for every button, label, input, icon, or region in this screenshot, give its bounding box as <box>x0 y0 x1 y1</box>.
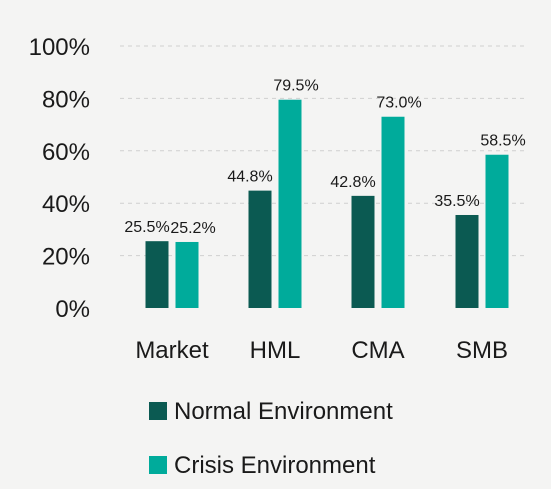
bar <box>175 241 199 308</box>
data-label: 44.8% <box>227 169 272 186</box>
y-tick-label: 0% <box>55 296 90 323</box>
x-category-label: Market <box>135 337 209 364</box>
legend-label-crisis: Crisis Environment <box>174 452 376 479</box>
data-labels: 25.5% 25.2% 44.8% 79.5% 42.8% 73.0% 35.5% 58.5% <box>124 78 525 237</box>
y-tick-label: 80% <box>42 86 90 113</box>
legend-swatch-crisis <box>149 456 167 474</box>
x-category-label: HML <box>250 337 301 364</box>
data-label: 42.8% <box>330 174 375 191</box>
legend-item-normal: Normal Environment <box>149 398 393 425</box>
data-label: 25.2% <box>170 220 215 237</box>
bar <box>351 195 375 308</box>
bar <box>455 214 479 308</box>
legend: Normal Environment Crisis Environment <box>149 398 393 479</box>
x-category-label: CMA <box>351 337 404 364</box>
bar <box>278 99 302 309</box>
data-label: 35.5% <box>434 193 479 210</box>
legend-label-normal: Normal Environment <box>174 398 393 425</box>
data-label: 58.5% <box>480 133 525 150</box>
bar <box>145 241 169 308</box>
y-tick-label: 60% <box>42 139 90 166</box>
x-category-label: SMB <box>456 337 508 364</box>
y-tick-label: 100% <box>29 34 90 61</box>
bar <box>485 154 509 308</box>
x-axis-categories: Market HML CMA SMB <box>135 337 508 364</box>
legend-item-crisis: Crisis Environment <box>149 452 376 479</box>
bars <box>145 99 509 309</box>
y-tick-label: 20% <box>42 244 90 271</box>
bar <box>248 190 272 308</box>
legend-swatch-normal <box>149 402 167 420</box>
data-label: 25.5% <box>124 219 169 236</box>
y-tick-label: 40% <box>42 191 90 218</box>
bar <box>381 116 405 309</box>
data-label: 79.5% <box>273 78 318 95</box>
data-label: 73.0% <box>376 95 421 112</box>
y-axis-ticks: 0% 20% 40% 60% 80% 100% <box>29 34 90 323</box>
